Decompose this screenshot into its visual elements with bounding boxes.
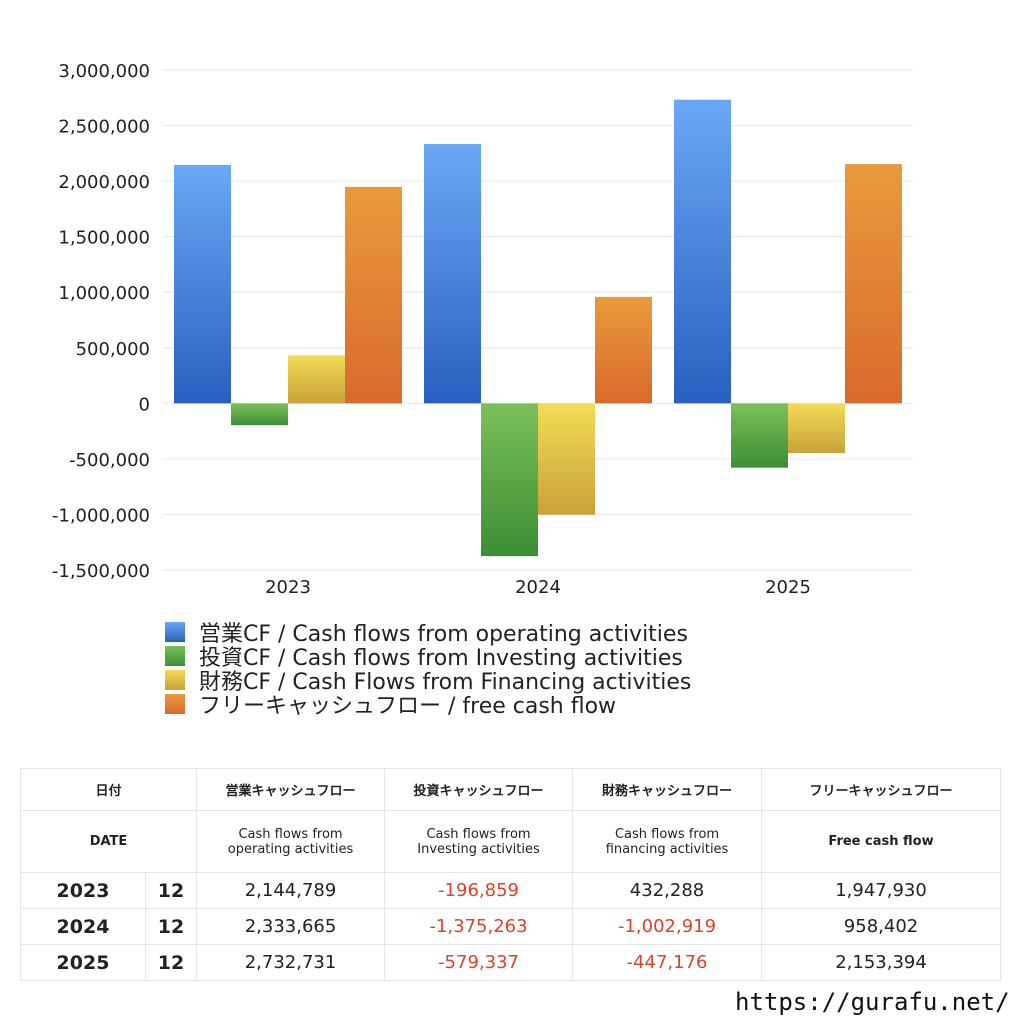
header-operating-jp: 営業キャッシュフロー [196, 768, 386, 811]
legend-item-financing: 財務CF / Cash Flows from Financing activit… [165, 668, 691, 695]
bar-free-2023 [345, 186, 402, 404]
table-row: 2024 12 2,333,665 -1,375,263 -1,002,919 … [20, 908, 1002, 945]
row-financing: 432,288 [572, 872, 763, 909]
y-tick-label: -1,500,000 [52, 561, 150, 582]
cash-flow-table: 日付 営業キャッシュフロー 投資キャッシュフロー 財務キャッシュフロー フリーキ… [19, 768, 1002, 981]
row-free: 1,947,930 [761, 872, 1002, 909]
header-date-jp: 日付 [19, 768, 198, 811]
row-operating: 2,144,789 [196, 872, 386, 909]
bar-free-2025 [845, 164, 902, 404]
legend-item-operating: 営業CF / Cash flows from operating activit… [165, 620, 691, 647]
header-free-en: Free cash flow [761, 810, 1002, 873]
legend-label-investing: 投資CF / Cash flows from Investing activit… [199, 646, 683, 671]
bar-investing-2024 [481, 403, 538, 557]
row-financing: -1,002,919 [572, 908, 763, 945]
bar-investing-2025 [731, 403, 788, 468]
row-operating: 2,732,731 [196, 944, 386, 981]
y-tick-label: 1,000,000 [58, 283, 150, 304]
row-month: 12 [144, 908, 198, 945]
row-investing: -1,375,263 [384, 908, 574, 945]
y-tick-label: 500,000 [76, 339, 150, 360]
legend-swatch-free [165, 694, 185, 714]
header-free-jp: フリーキャッシュフロー [761, 768, 1002, 811]
legend: 営業CF / Cash flows from operating activit… [165, 620, 691, 719]
y-tick-label: -1,000,000 [52, 505, 150, 526]
row-operating: 2,333,665 [196, 908, 386, 945]
header-operating-en: Cash flows from operating activities [196, 810, 386, 873]
cash-flow-bar-chart: 3,000,000 2,500,000 2,000,000 1,500,000 1,00… [52, 61, 913, 598]
legend-label-free: フリーキャッシュフロー / free cash flow [199, 694, 617, 719]
row-month: 12 [144, 944, 198, 981]
table-row: 2025 12 2,732,731 -579,337 -447,176 2,15… [20, 944, 1002, 981]
header-investing-en: Cash flows from Investing activities [384, 810, 574, 873]
y-tick-label: 0 [139, 394, 150, 415]
legend-swatch-operating [165, 622, 185, 642]
bar-operating-2024 [424, 144, 481, 404]
legend-swatch-financing [165, 670, 185, 690]
x-axis-tick-labels: 2023 2024 2025 [265, 577, 811, 598]
y-tick-label: 3,000,000 [58, 61, 150, 82]
header-date-en: DATE [19, 810, 198, 873]
bar-financing-2025 [788, 403, 845, 454]
legend-item-investing: 投資CF / Cash flows from Investing activit… [165, 644, 691, 671]
row-year: 2025 [20, 944, 146, 981]
bar-operating-2023 [174, 165, 231, 404]
bar-operating-2025 [674, 99, 731, 404]
header-investing-jp: 投資キャッシュフロー [384, 768, 574, 811]
bar-financing-2023 [288, 355, 345, 404]
row-year: 2023 [20, 872, 146, 909]
bar-financing-2024 [538, 403, 595, 515]
legend-swatch-investing [165, 646, 185, 666]
table-header-row-en: DATE Cash flows from operating activitie… [19, 810, 1002, 873]
row-investing: -579,337 [384, 944, 574, 981]
x-tick-label: 2023 [265, 577, 311, 598]
row-financing: -447,176 [572, 944, 763, 981]
legend-label-operating: 営業CF / Cash flows from operating activit… [199, 622, 688, 647]
header-financing-en: Cash flows from financing activities [572, 810, 763, 873]
x-tick-label: 2025 [765, 577, 811, 598]
row-year: 2024 [20, 908, 146, 945]
bar-investing-2023 [231, 403, 288, 426]
y-tick-label: 2,500,000 [58, 117, 150, 138]
x-tick-label: 2024 [515, 577, 561, 598]
table-header-row-jp: 日付 営業キャッシュフロー 投資キャッシュフロー 財務キャッシュフロー フリーキ… [19, 768, 1002, 811]
row-month: 12 [144, 872, 198, 909]
row-investing: -196,859 [384, 872, 574, 909]
row-free: 2,153,394 [761, 944, 1002, 981]
bars [174, 99, 902, 557]
row-free: 958,402 [761, 908, 1002, 945]
legend-label-financing: 財務CF / Cash Flows from Financing activit… [199, 670, 692, 695]
y-tick-label: 2,000,000 [58, 172, 150, 193]
y-tick-label: -500,000 [69, 450, 150, 471]
header-financing-jp: 財務キャッシュフロー [572, 768, 763, 811]
table-row: 2023 12 2,144,789 -196,859 432,288 1,947… [20, 872, 1002, 909]
y-axis-tick-labels: 3,000,000 2,500,000 2,000,000 1,500,000 1,00… [52, 61, 150, 582]
legend-item-free: フリーキャッシュフロー / free cash flow [165, 692, 691, 719]
y-tick-label: 1,500,000 [58, 228, 150, 249]
source-url: https://gurafu.net/ [735, 988, 1010, 1016]
bar-free-2024 [595, 296, 652, 404]
